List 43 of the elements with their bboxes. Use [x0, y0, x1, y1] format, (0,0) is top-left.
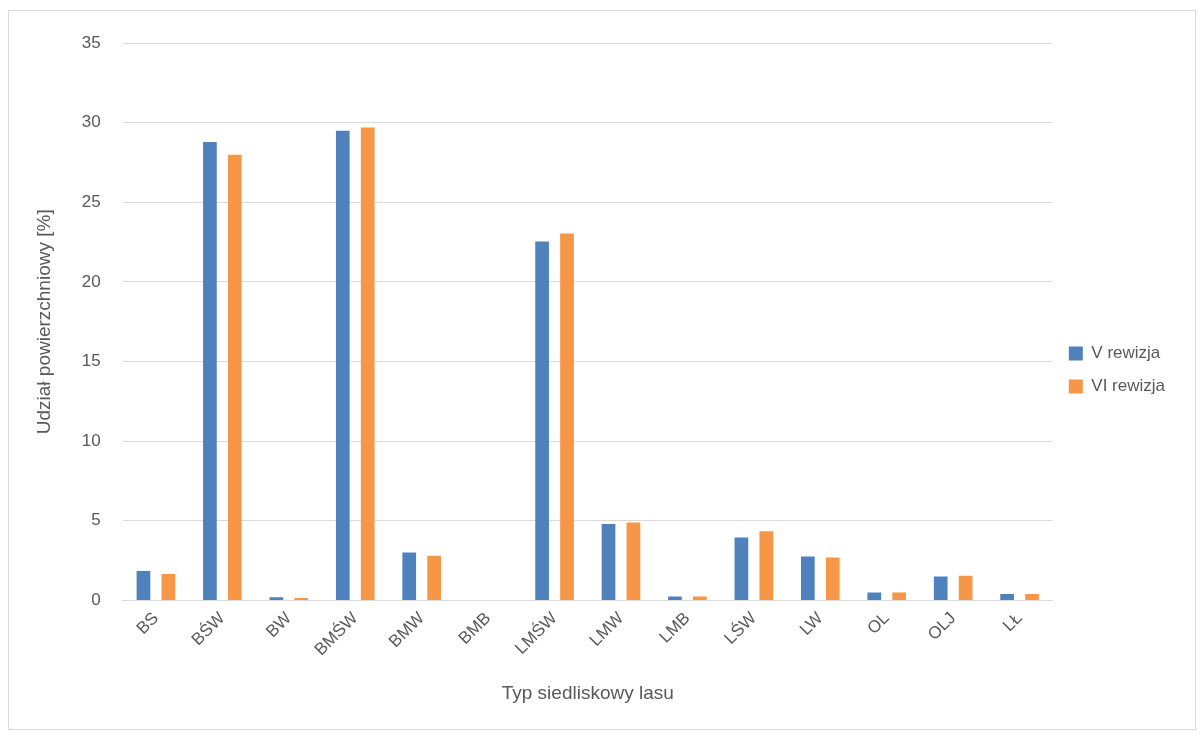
x-tick-label: OLJ: [923, 608, 960, 644]
bar: [402, 552, 417, 600]
bar: [933, 576, 948, 600]
legend-label: VI rewizja: [1091, 376, 1166, 396]
bar: [892, 592, 907, 600]
bar: [693, 596, 707, 600]
bar: [668, 596, 682, 600]
x-tick-label: BW: [262, 608, 295, 642]
bar: [626, 522, 641, 600]
y-axis-title: Udział powierzchniowy [%]: [32, 209, 54, 435]
bar: [734, 537, 749, 600]
x-tick-label: LW: [795, 608, 827, 639]
bar: [958, 575, 973, 600]
y-tick-label: 10: [81, 430, 101, 450]
y-tick-label: 30: [81, 112, 101, 132]
x-tick-label: OL: [863, 608, 893, 638]
bar: [227, 154, 242, 600]
bar: [867, 592, 882, 600]
bar: [759, 531, 774, 600]
bar: [335, 130, 350, 600]
bar: [1025, 594, 1039, 600]
bar: [601, 523, 616, 600]
bar: [535, 241, 549, 600]
legend-label: V rewizja: [1091, 343, 1161, 363]
bar: [800, 556, 815, 600]
y-tick-label: 5: [91, 510, 101, 530]
y-tick-label: 25: [81, 192, 101, 212]
y-tick-label: 0: [91, 590, 101, 610]
bar: [1000, 594, 1014, 600]
bar: [136, 570, 151, 600]
bar: [269, 597, 284, 600]
y-tick-label: 20: [81, 271, 101, 291]
bar: [360, 127, 375, 600]
bar: [560, 233, 574, 600]
x-tick-label: BS: [132, 608, 163, 638]
x-axis-title: Typ siedliskowy lasu: [501, 681, 674, 703]
bar: [427, 555, 441, 600]
y-tick-label: 15: [81, 351, 101, 371]
bar: [203, 141, 217, 600]
x-tick-label: LŁ: [998, 608, 1026, 636]
bar: [825, 557, 840, 600]
bar: [161, 574, 176, 600]
y-tick-label: 35: [81, 32, 101, 52]
